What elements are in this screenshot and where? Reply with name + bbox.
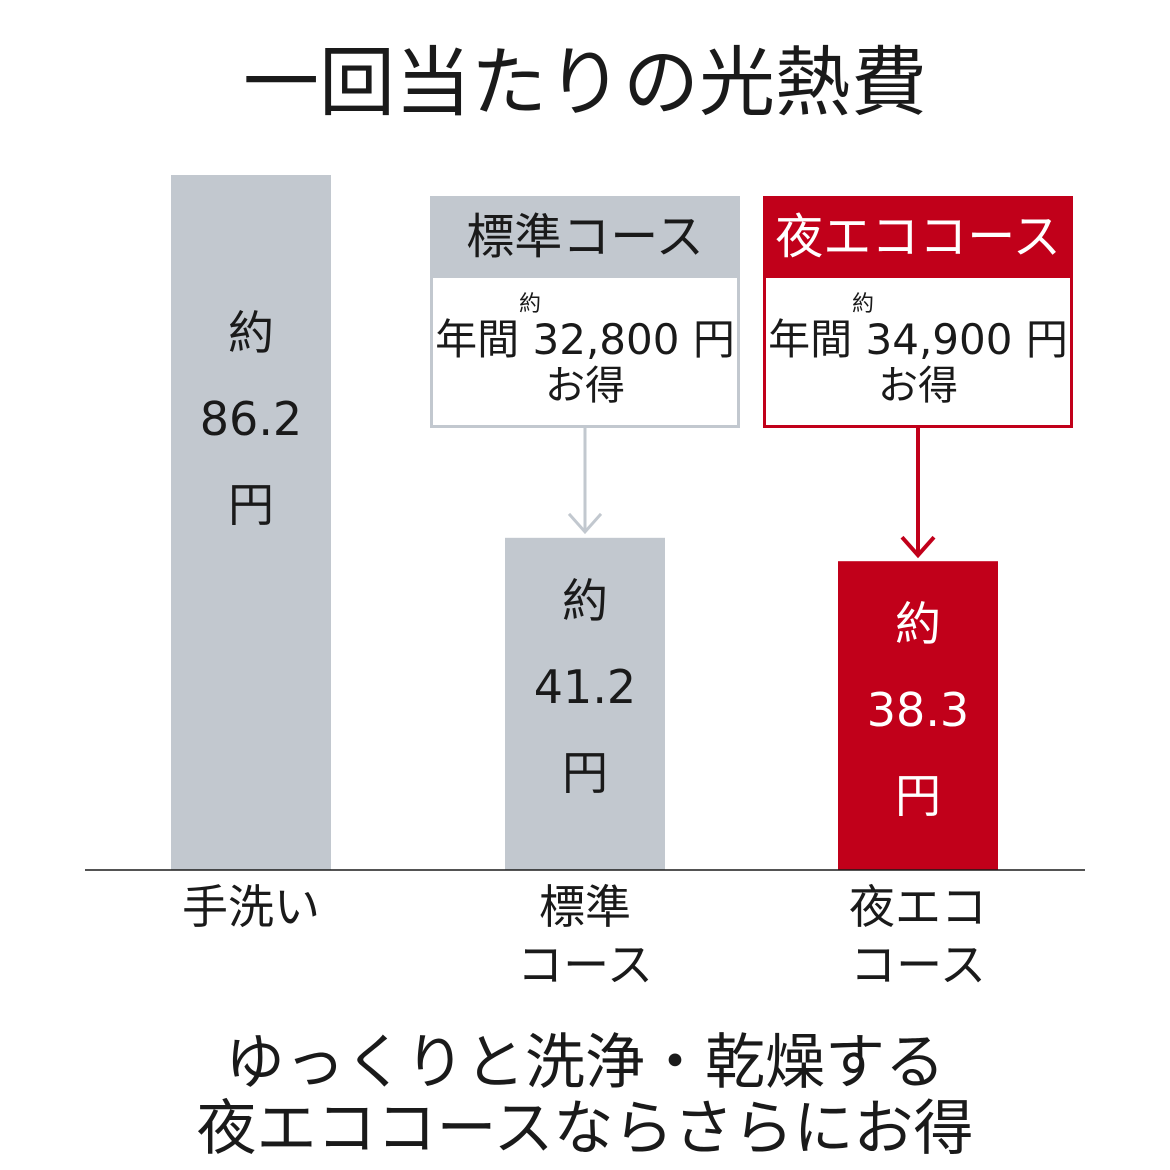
- bar-1: [171, 175, 331, 870]
- savings-suffix: お得: [545, 363, 625, 409]
- footer-line-1: ゆっくりと洗浄・乾燥する: [225, 1028, 945, 1098]
- bar-prefix: 約: [895, 597, 941, 652]
- annual-savings-value: 年間 34,900 円: [768, 315, 1068, 364]
- category-label-line-1: 夜エコ: [849, 880, 987, 934]
- callout-body: 約年間 34,900 円お得: [763, 278, 1073, 428]
- bar-value-label: 約 86.2 円: [171, 290, 331, 548]
- footer-line-2: 夜エココースならさらにお得: [196, 1094, 974, 1164]
- category-label-line-2: コース: [517, 938, 653, 992]
- bar-unit: 円: [895, 769, 941, 824]
- bar-value-label: 38.3: [866, 683, 970, 738]
- savings-suffix: お得: [878, 363, 958, 409]
- savings-approx-label: 約: [518, 292, 541, 317]
- bar-prefix: 約: [562, 573, 608, 628]
- callout-header: 標準コース: [430, 196, 740, 278]
- category-label-line-2: コース: [850, 938, 986, 992]
- chart-title: 一回当たりの光熱費: [243, 38, 927, 127]
- category-label: 標準 コース: [455, 878, 715, 994]
- bar-value-label: 約 38.3 円: [838, 581, 998, 839]
- annual-savings-value: 年間 32,800 円: [435, 315, 735, 364]
- bar-value-label: 86.2: [199, 392, 303, 446]
- bar-value-label: 約 41.2 円: [505, 558, 665, 816]
- callout-header: 夜エココース: [763, 196, 1073, 278]
- footer-caption: ゆっくりと洗浄・乾燥する 夜エココースならさらにお得: [0, 1030, 1170, 1162]
- bar-unit: 円: [562, 745, 608, 800]
- bar-2: [505, 537, 665, 870]
- bar-prefix: 約: [228, 306, 274, 360]
- savings-approx-label: 約: [851, 292, 874, 317]
- category-label: 手洗い: [121, 878, 381, 936]
- category-label: 夜エコ コース: [788, 878, 1048, 994]
- callout-body: 約年間 32,800 円お得: [430, 278, 740, 428]
- bar-unit: 円: [228, 478, 274, 532]
- bar-3: [838, 561, 998, 870]
- category-label-line-1: 標準: [539, 880, 631, 934]
- category-label-line-1: 手洗い: [182, 880, 320, 934]
- callout-arrow-head: [567, 512, 603, 535]
- bar-value-label: 41.2: [533, 659, 637, 714]
- callout-arrow-head: [900, 535, 936, 559]
